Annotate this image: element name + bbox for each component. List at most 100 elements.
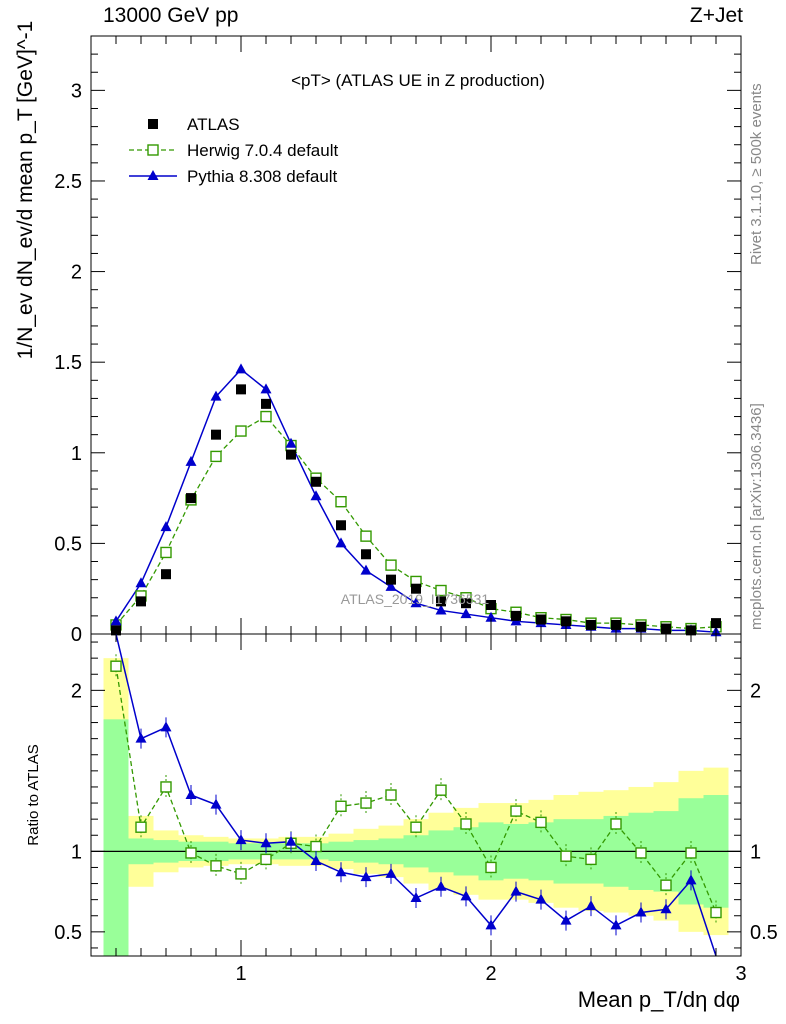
ratio-herwig-point	[485, 861, 497, 874]
ratio-panel	[91, 633, 741, 957]
ratio-pythia-point	[685, 874, 697, 885]
herwig-point	[160, 546, 172, 559]
legend-entry-label: Pythia 8.308 default	[187, 167, 338, 186]
atlas-point	[711, 618, 721, 629]
pythia-point	[110, 615, 122, 626]
ratio-pythia-point	[335, 866, 347, 877]
legend-entry-label: ATLAS	[187, 115, 240, 134]
ratio-herwig-point	[410, 821, 422, 833]
ratio-herwig-point	[160, 781, 172, 793]
ratio-herwig-point	[635, 847, 647, 859]
y-axis-label: 1/N_ev dN_ev/d mean p_T [GeV]^-1	[14, 21, 37, 360]
upper-y-tick-label: 0	[71, 624, 82, 646]
pythia-point	[185, 455, 197, 466]
atlas-point	[436, 596, 446, 607]
ratio-pythia-point	[385, 867, 397, 878]
watermark: ATLAS_2019_I1736531	[341, 591, 490, 607]
atlas-point	[511, 610, 521, 621]
upper-y-tick-label: 1.5	[54, 352, 82, 374]
pythia-point	[485, 611, 497, 622]
lower-y-tick-label-right: 2	[750, 680, 761, 702]
ratio-herwig-point	[235, 868, 247, 880]
upper-y-tick-label: 2	[71, 262, 82, 284]
x-tick-label: 1	[235, 963, 246, 985]
upper-y-tick-label: 1	[71, 443, 82, 465]
ratio-pythia-point	[135, 732, 147, 743]
atlas-point	[336, 520, 346, 531]
ratio-pythia-point	[610, 919, 622, 930]
upper-y-tick-label: 0.5	[54, 533, 82, 555]
ratio-herwig-point	[510, 805, 522, 817]
atlas-point	[161, 569, 171, 580]
pythia-point	[335, 537, 347, 548]
ratio-y-axis-label: Ratio to ATLAS	[25, 744, 42, 845]
pythia-point	[260, 383, 272, 394]
atlas-point	[211, 429, 221, 440]
herwig-point	[435, 584, 447, 597]
lower-y-tick-label-right: 1	[750, 841, 761, 863]
upper-y-tick-label: 3	[71, 80, 82, 102]
ratio-pythia-point	[285, 835, 297, 846]
atlas-point	[186, 493, 196, 504]
ratio-herwig-point	[135, 821, 147, 833]
ratio-herwig-point	[585, 853, 597, 866]
ratio-herwig-point	[610, 818, 622, 830]
ratio-pythia-point	[560, 914, 572, 925]
axes-layer: 00.511.522.530.5 0.51 12 21 2 3<pT> (ATLAS UE…	[14, 21, 778, 1012]
legend-herwig-marker	[147, 144, 159, 156]
pythia-point	[435, 604, 447, 615]
pythia-point	[210, 390, 222, 401]
atlas-point	[536, 614, 546, 625]
herwig-point	[235, 425, 247, 437]
ratio-pythia-point	[310, 855, 322, 866]
atlas-point	[386, 574, 396, 585]
upper-panel	[110, 363, 722, 637]
upper-y-tick-label: 2.5	[54, 171, 82, 193]
ratio-herwig-point	[185, 847, 197, 859]
header-process-label: Z+Jet	[689, 4, 743, 27]
ratio-pythia-point	[510, 885, 522, 896]
ratio-pythia-point	[210, 798, 222, 809]
legend-entry-label: Herwig 7.0.4 default	[187, 141, 338, 160]
ratio-herwig-point	[460, 818, 472, 830]
ratio-pythia-point	[185, 789, 197, 799]
herwig-point	[360, 530, 372, 542]
atlas-point	[361, 549, 371, 560]
pythia-point	[385, 580, 397, 591]
ratio-pythia-point	[410, 892, 422, 903]
ratio-pythia-point	[360, 871, 372, 882]
pythia-point	[285, 437, 297, 448]
pythia-point	[310, 490, 322, 501]
ratio-herwig-point	[110, 660, 122, 672]
herwig-point	[385, 559, 397, 571]
lower-y-tick-label: 1	[71, 841, 82, 863]
ratio-pythia-point	[535, 893, 547, 904]
ratio-pythia-point	[635, 906, 647, 917]
pythia-point	[410, 597, 422, 608]
herwig-point	[335, 496, 347, 508]
x-tick-label: 2	[485, 963, 496, 985]
ratio-band-green	[103, 719, 129, 956]
ratio-herwig-point	[710, 906, 722, 919]
atlas-point	[486, 600, 496, 611]
ratio-pythia-point	[435, 880, 447, 891]
herwig-point	[210, 450, 222, 463]
lower-y-tick-label-right: 0.5	[750, 922, 778, 944]
ratio-herwig-point	[310, 840, 322, 853]
ratio-pythia-point	[260, 837, 272, 848]
x-tick-label: 3	[735, 963, 746, 985]
ratio-herwig-point	[660, 879, 672, 891]
legend-atlas-marker	[148, 119, 158, 129]
atlas-point	[136, 596, 146, 607]
header-energy-label: 13000 GeV pp	[103, 4, 239, 27]
ratio-herwig-point	[435, 784, 447, 796]
atlas-point	[461, 598, 471, 609]
lower-y-tick-label: 2	[71, 680, 82, 702]
legend-pythia-marker	[147, 170, 159, 180]
ratio-pythia-point	[660, 903, 672, 914]
atlas-point	[236, 384, 246, 395]
atlas-point	[286, 449, 296, 460]
pythia-point	[360, 564, 372, 575]
ratio-pythia-point	[160, 721, 172, 732]
